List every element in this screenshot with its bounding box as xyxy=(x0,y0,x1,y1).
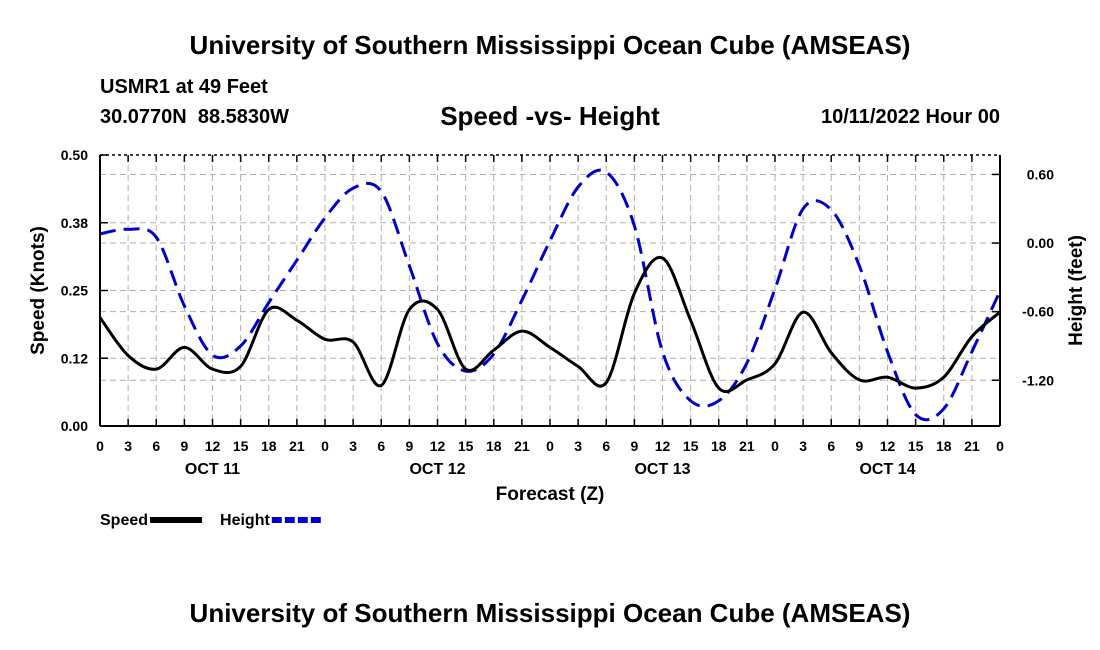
x-tick-label: 21 xyxy=(739,438,755,454)
x-tick-label: 0 xyxy=(96,438,104,454)
x-tick-label: 12 xyxy=(880,438,896,454)
left-tick-label: 0.50 xyxy=(61,147,88,163)
left-tick-label: 0.00 xyxy=(61,418,88,434)
footer-title: University of Southern Mississippi Ocean… xyxy=(189,598,911,628)
x-tick-label: 18 xyxy=(261,438,277,454)
x-tick-label: 0 xyxy=(546,438,554,454)
x-tick-label: 9 xyxy=(630,438,638,454)
x-tick-label: 3 xyxy=(799,438,807,454)
day-label: OCT 14 xyxy=(859,461,915,478)
left-tick-label: 0.38 xyxy=(61,215,88,231)
x-tick-label: 6 xyxy=(377,438,385,454)
latitude: 30.0770N xyxy=(100,106,187,128)
x-tick-label: 15 xyxy=(683,438,699,454)
x-tick-label: 3 xyxy=(124,438,132,454)
height-legend-label: Height xyxy=(220,512,270,529)
longitude: 88.5830W xyxy=(197,106,290,128)
left-tick-label: 0.25 xyxy=(61,283,88,299)
x-tick-label: 12 xyxy=(655,438,671,454)
right-tick-label: 0.00 xyxy=(1027,235,1054,251)
x-tick-label: 6 xyxy=(152,438,160,454)
right-tick-label: 0.60 xyxy=(1027,166,1054,182)
height-series-line xyxy=(99,168,1002,422)
x-tick-label: 3 xyxy=(349,438,357,454)
x-tick-label: 18 xyxy=(486,438,502,454)
x-tick-label: 0 xyxy=(771,438,779,454)
x-tick-label: 9 xyxy=(855,438,863,454)
day-label: OCT 12 xyxy=(409,461,465,478)
x-tick-label: 15 xyxy=(458,438,474,454)
x-tick-label: 15 xyxy=(233,438,249,454)
x-tick-label: 12 xyxy=(430,438,446,454)
x-tick-label: 9 xyxy=(405,438,413,454)
x-tick-label: 0 xyxy=(321,438,329,454)
forecast-date: 10/11/2022 Hour 00 xyxy=(820,106,1000,128)
day-label: OCT 13 xyxy=(634,461,690,478)
left-axis-title: Speed (Knots) xyxy=(28,226,49,355)
x-tick-label: 21 xyxy=(289,438,305,454)
speed-legend-label: Speed xyxy=(100,512,148,529)
x-tick-label: 0 xyxy=(996,438,1004,454)
speed-series-line xyxy=(98,255,1001,394)
day-label: OCT 11 xyxy=(185,461,240,478)
x-tick-label: 18 xyxy=(711,438,727,454)
chart-subtitle: Speed -vs- Height xyxy=(440,101,660,131)
x-tick-label: 6 xyxy=(827,438,835,454)
left-tick-label: 0.12 xyxy=(61,350,88,366)
x-tick-label: 21 xyxy=(514,438,530,454)
x-tick-label: 6 xyxy=(602,438,610,454)
station-name: USMR1 at 49 Feet xyxy=(100,76,268,98)
chart-title: University of Southern Mississippi Ocean… xyxy=(189,30,911,60)
station-coordinates: 30.0770N 88.5830W xyxy=(100,106,289,129)
right-tick-label: -1.20 xyxy=(1022,372,1054,388)
right-axis-title: Height (feet) xyxy=(1066,235,1087,346)
x-tick-label: 12 xyxy=(205,438,221,454)
x-tick-label: 3 xyxy=(574,438,582,454)
x-tick-label: 15 xyxy=(908,438,924,454)
x-tick-label: 18 xyxy=(936,438,952,454)
x-axis-title: Forecast (Z) xyxy=(496,484,605,505)
x-tick-label: 9 xyxy=(180,438,188,454)
right-tick-label: -0.60 xyxy=(1022,304,1054,320)
x-tick-label: 21 xyxy=(964,438,980,454)
